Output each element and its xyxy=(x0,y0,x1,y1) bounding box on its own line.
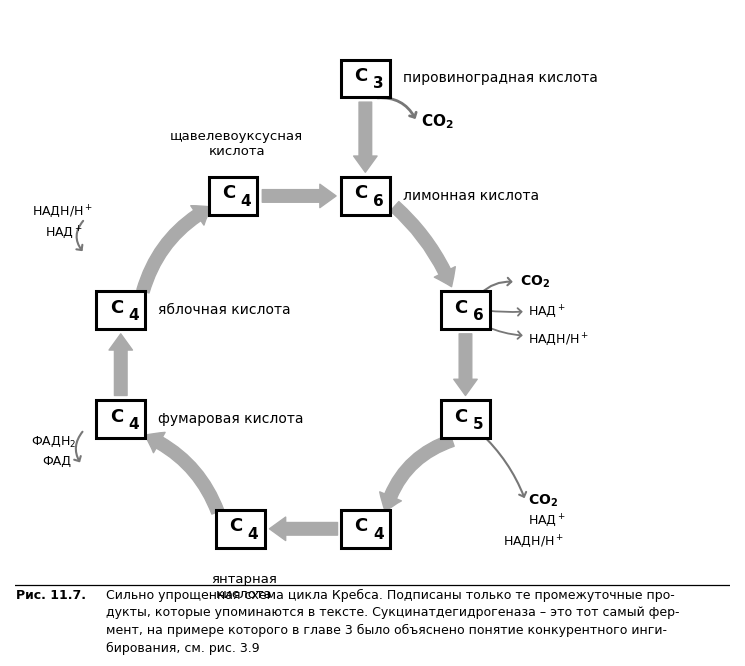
Text: C: C xyxy=(454,408,468,426)
FancyBboxPatch shape xyxy=(341,510,390,547)
Text: НАД$^+$: НАД$^+$ xyxy=(528,304,566,320)
FancyBboxPatch shape xyxy=(96,291,145,329)
Text: $\bf{CO_2}$: $\bf{CO_2}$ xyxy=(520,273,550,290)
FancyBboxPatch shape xyxy=(341,59,390,97)
Text: ФАДН$_2$: ФАДН$_2$ xyxy=(31,435,76,450)
Text: $\bf{CO_2}$: $\bf{CO_2}$ xyxy=(528,493,559,509)
Text: C: C xyxy=(355,517,368,535)
Text: C: C xyxy=(229,517,243,535)
Text: 4: 4 xyxy=(241,194,251,208)
Text: Сильно упрощенная схема цикла Кребса. Подписаны только те промежуточные про-
дук: Сильно упрощенная схема цикла Кребса. По… xyxy=(107,589,680,655)
FancyBboxPatch shape xyxy=(441,291,489,329)
FancyBboxPatch shape xyxy=(96,400,145,438)
FancyBboxPatch shape xyxy=(341,177,390,215)
Text: 4: 4 xyxy=(128,417,139,432)
Text: янтарная
кислота: янтарная кислота xyxy=(211,573,276,601)
Text: C: C xyxy=(454,298,468,316)
Text: 4: 4 xyxy=(248,527,259,541)
Text: НАД$^+$: НАД$^+$ xyxy=(45,224,83,241)
Text: яблочная кислота: яблочная кислота xyxy=(158,303,291,317)
Text: C: C xyxy=(222,184,235,202)
Text: пировиноградная кислота: пировиноградная кислота xyxy=(402,71,597,85)
FancyBboxPatch shape xyxy=(216,510,264,547)
Text: C: C xyxy=(355,184,368,202)
Text: Рис. 11.7.: Рис. 11.7. xyxy=(16,589,86,602)
Text: фумаровая кислота: фумаровая кислота xyxy=(158,412,303,426)
Text: НАДН/Н$^+$: НАДН/Н$^+$ xyxy=(528,332,589,348)
Text: 6: 6 xyxy=(473,308,484,323)
Text: $\bf{CO_2}$: $\bf{CO_2}$ xyxy=(421,113,454,131)
Text: НАДН/Н$^+$: НАДН/Н$^+$ xyxy=(32,204,93,220)
Text: C: C xyxy=(110,408,123,426)
Text: ФАД: ФАД xyxy=(42,455,71,468)
Text: 6: 6 xyxy=(372,194,384,208)
Text: 3: 3 xyxy=(373,76,384,91)
Text: C: C xyxy=(110,298,123,316)
FancyBboxPatch shape xyxy=(441,400,489,438)
FancyBboxPatch shape xyxy=(209,177,257,215)
Text: 4: 4 xyxy=(373,527,384,541)
Text: НАДН/Н$^+$: НАДН/Н$^+$ xyxy=(503,534,564,550)
Text: лимонная кислота: лимонная кислота xyxy=(402,189,539,203)
Text: щавелевоуксусная
кислота: щавелевоуксусная кислота xyxy=(170,130,303,158)
Text: C: C xyxy=(355,67,368,85)
Text: 4: 4 xyxy=(128,308,139,323)
Text: 5: 5 xyxy=(473,417,484,432)
Text: НАД$^+$: НАД$^+$ xyxy=(528,512,566,529)
